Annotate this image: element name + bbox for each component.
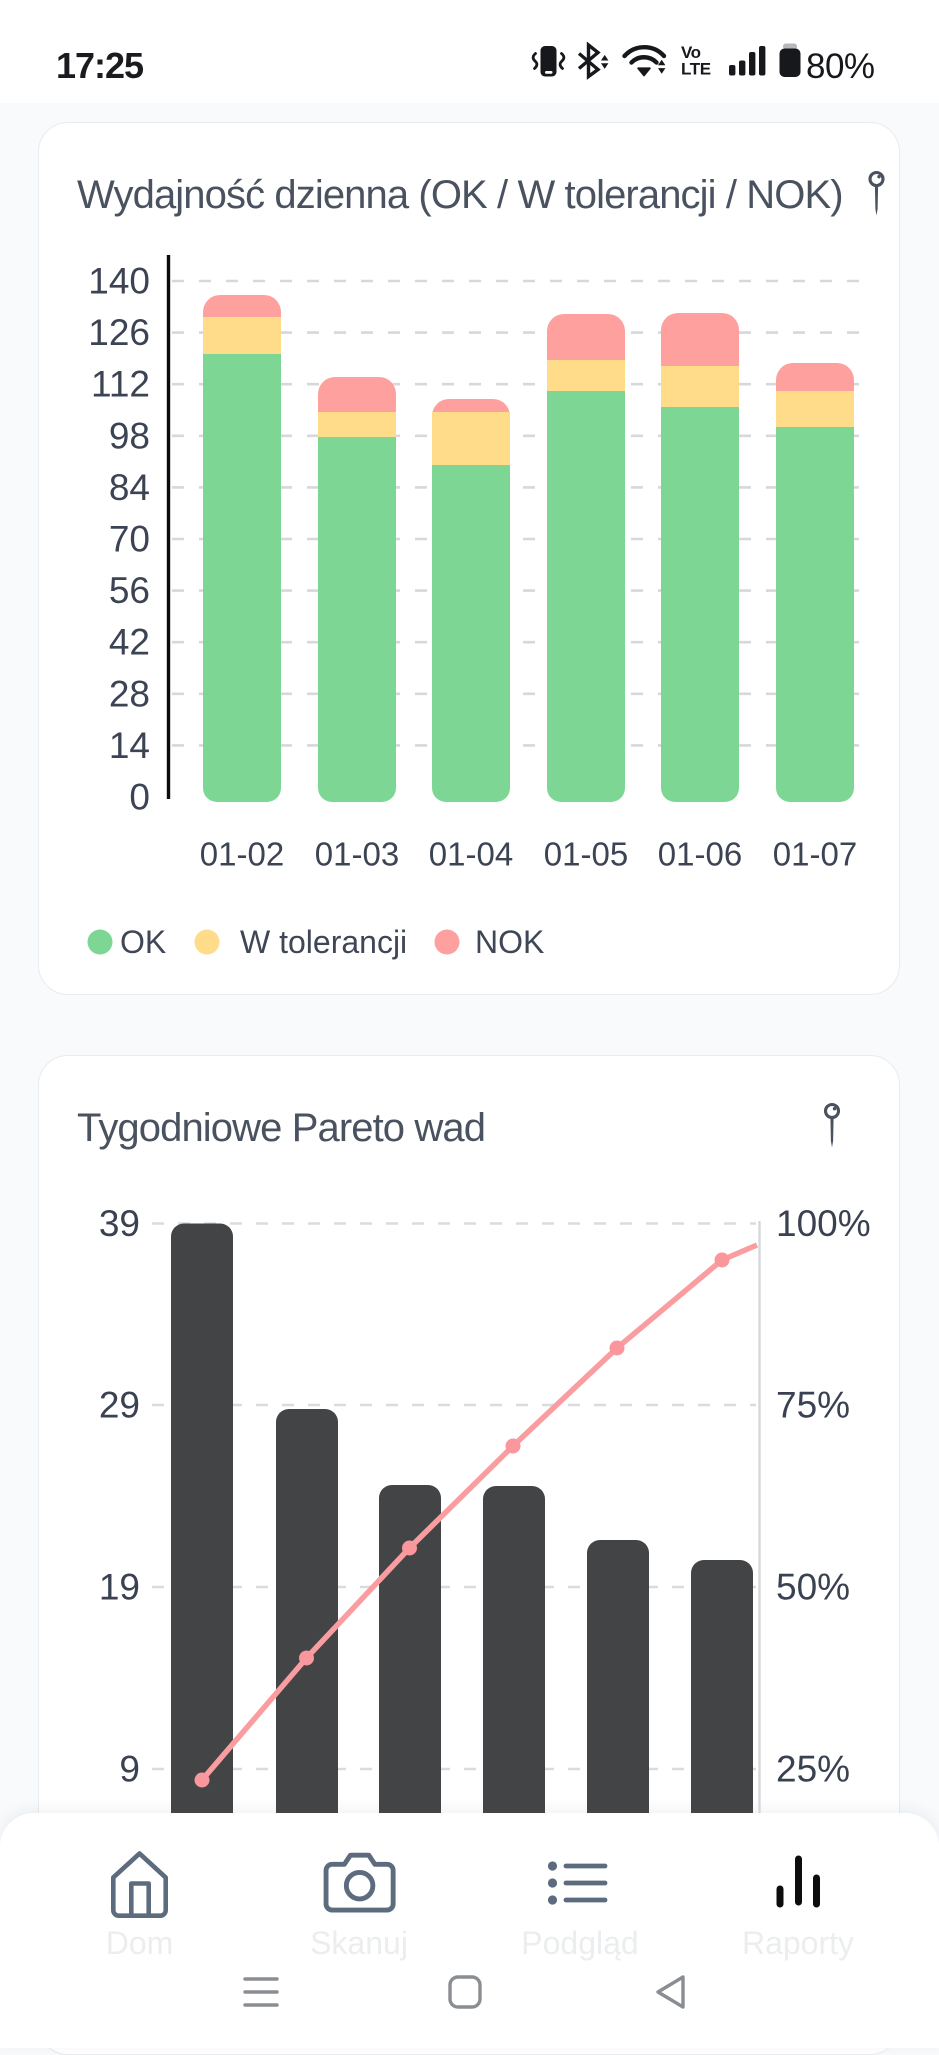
svg-text:39: 39 — [99, 1203, 140, 1244]
svg-text:Vo: Vo — [681, 43, 701, 62]
svg-text:42: 42 — [109, 622, 150, 663]
svg-text:LTE: LTE — [681, 60, 711, 79]
svg-text:01-04: 01-04 — [429, 836, 513, 873]
svg-text:W tolerancji: W tolerancji — [240, 924, 407, 960]
svg-text:Skanuj: Skanuj — [310, 1925, 408, 1961]
svg-text:19: 19 — [99, 1567, 140, 1608]
svg-text:50%: 50% — [776, 1567, 850, 1608]
svg-text:01-02: 01-02 — [200, 836, 284, 873]
svg-text:17:25: 17:25 — [56, 45, 144, 86]
svg-text:14: 14 — [109, 725, 150, 766]
svg-text:75%: 75% — [776, 1385, 850, 1426]
svg-text:Wydajność dzienna (OK / W tole: Wydajność dzienna (OK / W tolerancji / N… — [77, 173, 843, 217]
svg-text:Podgląd: Podgląd — [521, 1925, 638, 1961]
svg-text:70: 70 — [109, 519, 150, 560]
svg-text:01-05: 01-05 — [544, 836, 628, 873]
svg-text:29: 29 — [99, 1385, 140, 1426]
svg-text:25%: 25% — [776, 1749, 850, 1790]
svg-text:Dom: Dom — [106, 1925, 174, 1961]
svg-text:NOK: NOK — [475, 924, 544, 960]
svg-text:01-06: 01-06 — [658, 836, 742, 873]
svg-text:01-07: 01-07 — [773, 836, 857, 873]
svg-text:Tygodniowe Pareto wad: Tygodniowe Pareto wad — [77, 1106, 485, 1150]
svg-text:01-03: 01-03 — [315, 836, 399, 873]
svg-text:100%: 100% — [776, 1203, 871, 1244]
svg-text:56: 56 — [109, 570, 150, 611]
svg-text:140: 140 — [88, 261, 150, 302]
svg-text:126: 126 — [88, 312, 150, 353]
svg-text:Raporty: Raporty — [742, 1925, 854, 1961]
svg-text:80%: 80% — [806, 47, 875, 86]
svg-text:112: 112 — [91, 364, 150, 405]
svg-text:OK: OK — [120, 924, 166, 960]
svg-text:0: 0 — [129, 777, 150, 818]
svg-text:84: 84 — [109, 467, 150, 508]
svg-text:28: 28 — [109, 673, 150, 714]
svg-text:9: 9 — [119, 1749, 140, 1790]
svg-text:98: 98 — [109, 415, 150, 456]
